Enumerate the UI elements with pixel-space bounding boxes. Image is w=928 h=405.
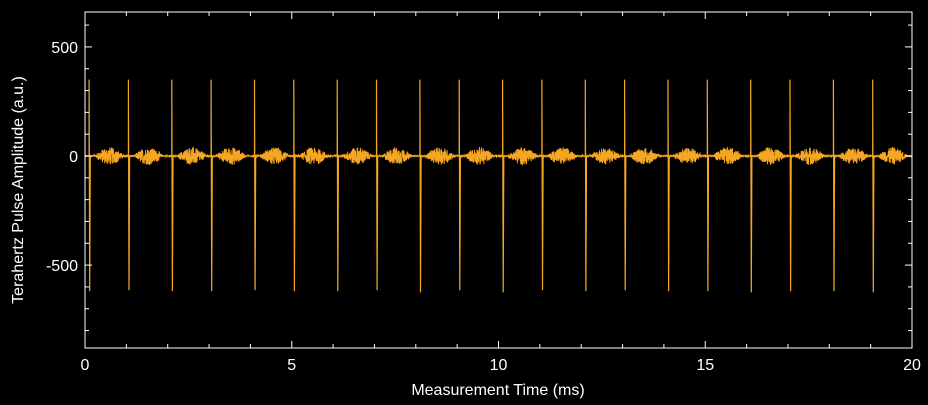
x-tick-label: 10 [490, 357, 508, 374]
signal-pulse [419, 79, 422, 293]
signal-pulse [584, 79, 588, 292]
signal-pulse [210, 79, 213, 292]
signal-pulse [293, 79, 296, 292]
signal-pulse [832, 79, 836, 292]
signal-pulse [336, 79, 339, 292]
signal-pulse [171, 79, 174, 292]
signal-pulse [872, 79, 875, 293]
trace-layer [84, 79, 913, 293]
y-tick-label: -500 [46, 258, 78, 275]
signal-pulse [253, 79, 257, 291]
signal-pulse [127, 79, 131, 291]
x-tick-label: 5 [287, 357, 296, 374]
signal-baseline [84, 146, 913, 166]
signal-pulse [623, 79, 627, 291]
x-tick-label: 15 [696, 357, 714, 374]
label-layer: 0 5 10 15 20 500 0 -500 [46, 40, 921, 374]
x-tick-label: 0 [81, 357, 90, 374]
signal-pulse [541, 79, 544, 291]
signal-pulse [706, 79, 710, 292]
signal-pulse [667, 79, 670, 292]
signal-pulse [789, 79, 792, 292]
plot-frame [84, 11, 913, 349]
signal-pulse [458, 79, 461, 291]
x-axis-label: Measurement Time (ms) [411, 382, 584, 399]
y-tick-label: 500 [51, 40, 78, 57]
signal-pulse [375, 79, 379, 291]
y-tick-label: 0 [69, 149, 78, 166]
signal-pulse [750, 79, 753, 293]
x-tick-label: 20 [903, 357, 921, 374]
signal-pulse [88, 79, 91, 292]
y-axis-label: Terahertz Pulse Amplitude (a.u.) [10, 76, 27, 304]
signal-pulse [502, 79, 505, 293]
